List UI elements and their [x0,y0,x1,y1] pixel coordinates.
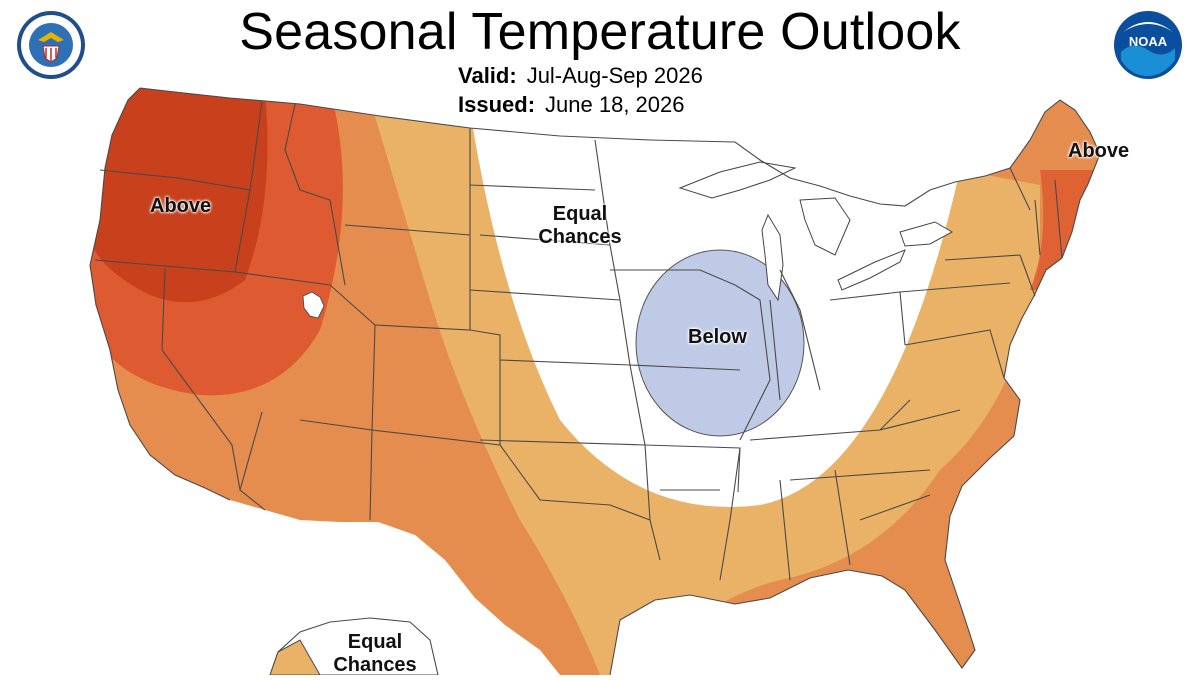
noaa-logo-icon: NOAA [1114,11,1182,79]
page-title: Seasonal Temperature Outlook [239,3,961,61]
issued-value: June 18, 2026 [545,92,685,117]
department-of-commerce-seal-icon [17,11,85,79]
label-above-northeast: Above [1068,140,1130,162]
valid-line: Valid: Jul-Aug-Sep 2026 [458,63,703,89]
label-below-midwest: Below [688,326,747,348]
label-above-west: Above [150,195,212,217]
issued-label: Issued: [458,92,536,117]
label-equal-chances-central: Equal Chances [538,203,622,248]
valid-value: Jul-Aug-Sep 2026 [526,63,703,88]
issued-line: Issued: June 18, 2026 [458,92,685,118]
state-borders [89,87,1101,676]
label-equal-chances-alaska: Equal Chances [333,631,417,676]
noaa-logo-text: NOAA [1129,34,1168,49]
valid-label: Valid: [458,63,517,88]
great-salt-lake [302,291,325,319]
alaska-inset [269,617,439,676]
